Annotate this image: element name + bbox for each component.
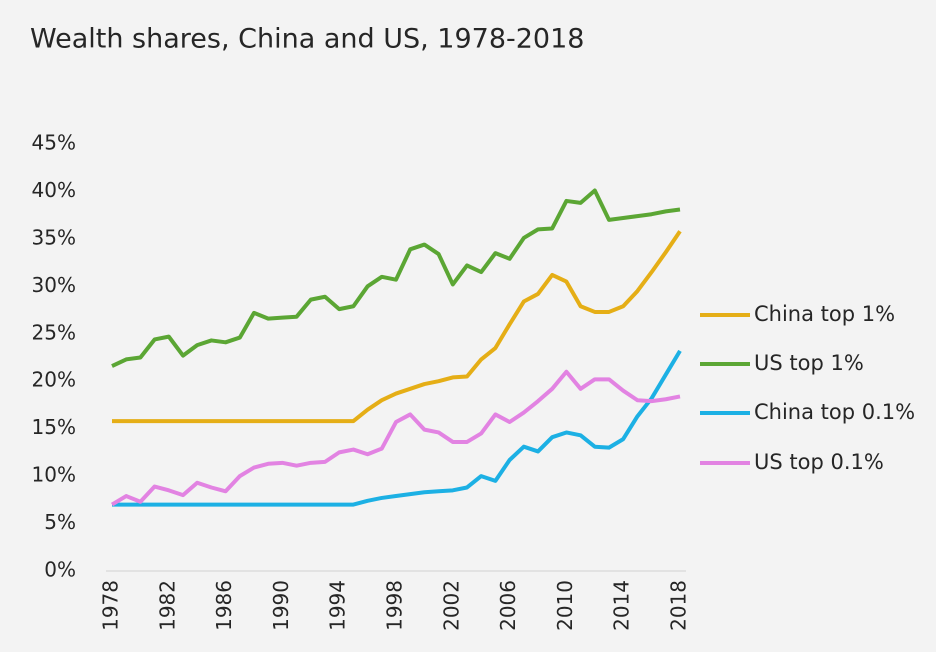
x-tick-label: 1998 <box>383 580 407 631</box>
x-tick-label: 2006 <box>496 580 520 631</box>
x-tick-label: 2002 <box>439 580 463 631</box>
legend-label: US top 1% <box>754 351 864 375</box>
series-line <box>112 230 682 424</box>
y-tick-label: 20% <box>32 368 76 392</box>
y-tick-label: 35% <box>32 225 76 249</box>
x-tick-label: 2010 <box>553 580 577 631</box>
legend-label: China top 1% <box>754 302 895 326</box>
x-tick-label: 1994 <box>326 580 350 631</box>
y-tick-label: 5% <box>44 510 76 534</box>
y-tick-label: 45% <box>32 131 76 155</box>
chart-title: Wealth shares, China and US, 1978-2018 <box>30 24 584 55</box>
x-tick-label: 2014 <box>610 580 634 631</box>
series-line <box>112 349 682 507</box>
y-tick-label: 10% <box>32 463 76 487</box>
legend-label: US top 0.1% <box>754 450 884 474</box>
legend-label: China top 0.1% <box>754 400 915 424</box>
y-tick-label: 25% <box>32 320 76 344</box>
y-tick-label: 30% <box>32 273 76 297</box>
x-tick-label: 1978 <box>99 580 123 631</box>
y-tick-label: 15% <box>32 415 76 439</box>
x-tick-label: 1982 <box>155 580 179 631</box>
x-tick-label: 2018 <box>667 580 691 631</box>
x-tick-label: 1986 <box>212 580 236 631</box>
series-line <box>110 369 681 507</box>
series-line <box>111 188 681 368</box>
x-tick-label: 1990 <box>269 580 293 631</box>
y-tick-label: 0% <box>44 558 76 582</box>
y-tick-label: 40% <box>32 178 76 202</box>
